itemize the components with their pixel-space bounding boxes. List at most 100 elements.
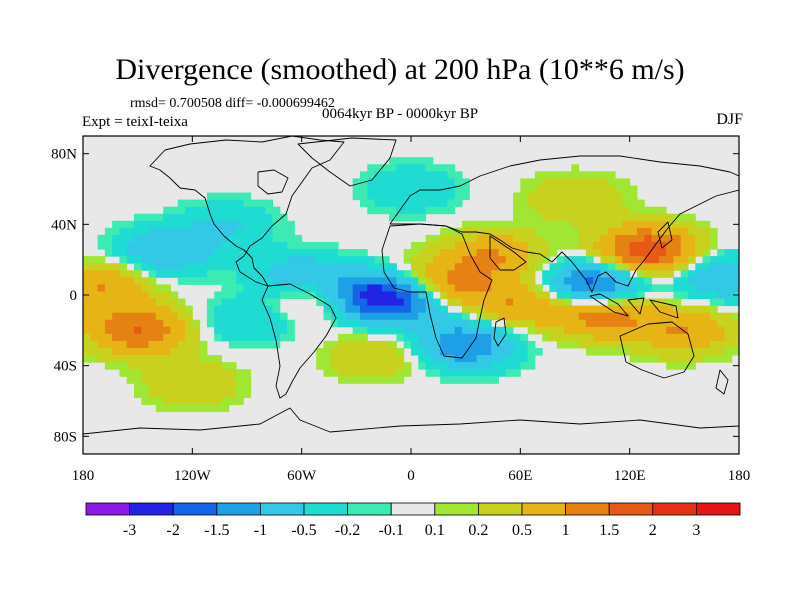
field-cell (454, 256, 463, 264)
field-cell (214, 256, 222, 264)
field-cell (411, 263, 419, 271)
field-cell (90, 355, 99, 363)
field-cell (330, 249, 339, 257)
field-cell (702, 256, 711, 264)
field-cell (243, 369, 252, 377)
field-cell (636, 291, 645, 300)
field-cell (119, 242, 128, 250)
field-cell (607, 242, 616, 250)
field-cell (170, 305, 179, 314)
field-cell (673, 333, 682, 342)
field-cell (126, 319, 135, 328)
field-cell (206, 355, 215, 363)
field-cell (440, 348, 448, 356)
field-cell (644, 348, 653, 356)
field-cell (250, 319, 259, 328)
field-cell (709, 312, 718, 321)
field-cell (440, 249, 448, 257)
field-cell (425, 234, 434, 243)
field-cell (265, 333, 274, 342)
field-cell (534, 263, 543, 271)
colorbar-label: -1 (254, 522, 267, 539)
field-cell (513, 319, 521, 328)
field-cell (462, 192, 470, 201)
field-cell (163, 326, 171, 335)
colorbar-label: -0.5 (291, 522, 316, 539)
field-cell (542, 199, 550, 208)
field-cell (389, 355, 397, 363)
field-cell (520, 348, 529, 356)
field-cell (389, 277, 397, 285)
field-cell (709, 227, 718, 236)
field-cell (243, 277, 252, 285)
field-cell (425, 263, 434, 271)
field-cell (287, 333, 295, 342)
field-cell (629, 234, 638, 243)
field-cell (83, 326, 91, 335)
field-cell (636, 312, 645, 321)
field-cell (636, 220, 645, 229)
field-cell (622, 298, 631, 307)
field-cell (119, 312, 128, 321)
field-cell (112, 277, 120, 285)
field-cell (462, 319, 470, 328)
field-cell (636, 249, 645, 257)
field-cell (301, 263, 310, 271)
field-cell (615, 213, 623, 222)
field-cell (491, 340, 499, 349)
field-cell (534, 312, 543, 321)
field-cell (680, 263, 689, 271)
field-cell (389, 291, 397, 300)
field-cell (687, 234, 696, 243)
field-cell (221, 298, 230, 307)
field-cell (564, 256, 572, 264)
field-cell (571, 227, 580, 236)
field-cell (687, 333, 696, 342)
field-cell (593, 270, 602, 278)
field-cell (228, 319, 237, 328)
field-cell (644, 242, 653, 250)
field-cell (155, 220, 164, 229)
field-cell (418, 348, 427, 356)
field-cell (90, 348, 99, 356)
field-cell (374, 348, 383, 356)
field-cell (265, 277, 274, 285)
field-cell (600, 284, 609, 292)
field-cell (447, 284, 456, 292)
field-cell (571, 333, 580, 342)
field-cell (593, 185, 602, 194)
field-cell (396, 206, 405, 215)
field-cell (491, 227, 499, 236)
field-cell (527, 319, 536, 328)
field-cell (126, 340, 135, 349)
field-cell (199, 404, 208, 413)
field-cell (206, 277, 215, 285)
field-cell (462, 234, 470, 243)
field-cell (119, 362, 128, 370)
field-cell (476, 298, 485, 307)
field-cell (527, 277, 536, 285)
field-cell (199, 213, 208, 222)
field-cell (214, 369, 222, 377)
field-cell (469, 362, 478, 370)
field-cell (148, 333, 157, 342)
field-cell (440, 263, 448, 271)
field-cell (323, 298, 332, 307)
field-cell (564, 227, 572, 236)
field-cell (498, 291, 507, 300)
field-cell (272, 220, 281, 229)
field-cell (338, 369, 346, 377)
field-cell (556, 319, 565, 328)
field-cell (352, 348, 361, 356)
field-cell (687, 326, 696, 335)
field-cell (403, 362, 412, 370)
field-cell (687, 242, 696, 250)
field-cell (221, 270, 230, 278)
field-cell (265, 319, 274, 328)
field-cell (629, 319, 638, 328)
field-cell (163, 284, 171, 292)
field-cell (607, 249, 616, 257)
field-cell (163, 213, 171, 222)
field-cell (731, 249, 739, 257)
field-cell (644, 249, 653, 257)
